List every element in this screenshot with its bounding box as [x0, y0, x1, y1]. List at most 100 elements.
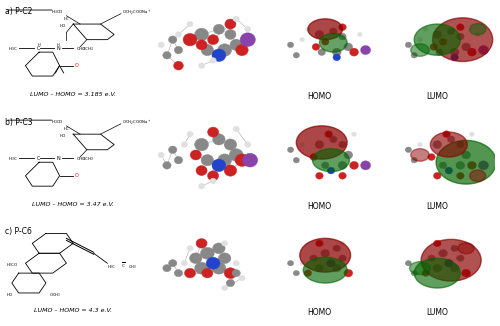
Circle shape: [242, 153, 258, 167]
Circle shape: [405, 260, 411, 266]
Circle shape: [411, 157, 418, 163]
Circle shape: [158, 42, 164, 48]
Circle shape: [196, 166, 207, 176]
Circle shape: [433, 30, 442, 38]
Circle shape: [438, 249, 448, 257]
Circle shape: [174, 61, 184, 70]
Ellipse shape: [470, 170, 486, 182]
Ellipse shape: [458, 243, 474, 254]
Circle shape: [405, 147, 411, 153]
Circle shape: [224, 165, 236, 176]
Circle shape: [315, 30, 324, 38]
Circle shape: [288, 42, 294, 48]
Circle shape: [187, 21, 193, 27]
Circle shape: [200, 247, 214, 259]
Circle shape: [300, 142, 304, 147]
Circle shape: [240, 33, 256, 47]
Circle shape: [451, 54, 458, 61]
Circle shape: [176, 32, 182, 37]
Circle shape: [196, 239, 207, 248]
Circle shape: [325, 131, 332, 138]
Circle shape: [456, 24, 464, 31]
Circle shape: [190, 150, 202, 160]
Circle shape: [233, 260, 239, 266]
Text: HO: HO: [60, 24, 66, 28]
Ellipse shape: [421, 239, 481, 281]
Ellipse shape: [320, 33, 347, 52]
Circle shape: [476, 32, 480, 37]
Circle shape: [422, 270, 430, 276]
Text: N: N: [57, 46, 60, 51]
Circle shape: [436, 49, 444, 55]
Circle shape: [448, 136, 455, 143]
Text: HOMO: HOMO: [308, 202, 332, 211]
Circle shape: [315, 141, 324, 149]
Circle shape: [350, 161, 358, 170]
Ellipse shape: [308, 19, 342, 40]
Text: $\overline{\rm C}$: $\overline{\rm C}$: [121, 262, 126, 270]
Ellipse shape: [414, 24, 461, 55]
Circle shape: [338, 255, 346, 261]
Ellipse shape: [312, 149, 350, 171]
Circle shape: [312, 43, 320, 50]
Text: C: C: [36, 46, 40, 51]
Text: c) P-C6: c) P-C6: [5, 228, 32, 236]
Circle shape: [183, 33, 197, 46]
Circle shape: [360, 45, 370, 55]
Text: $\rm OCH_3$: $\rm OCH_3$: [82, 45, 94, 52]
Text: $\rm OCH_2COONa^+$: $\rm OCH_2COONa^+$: [122, 119, 152, 127]
Ellipse shape: [470, 23, 486, 35]
Circle shape: [315, 264, 324, 272]
Text: $\rm CH_3$: $\rm CH_3$: [128, 263, 137, 271]
Circle shape: [224, 268, 236, 278]
Circle shape: [462, 43, 470, 51]
Text: HC: HC: [64, 127, 70, 131]
Circle shape: [244, 142, 251, 147]
Circle shape: [322, 162, 329, 169]
Circle shape: [439, 38, 447, 45]
Circle shape: [214, 24, 224, 34]
Text: $\rm H_3C$: $\rm H_3C$: [8, 155, 18, 163]
Circle shape: [344, 43, 352, 51]
Circle shape: [444, 259, 454, 267]
Circle shape: [212, 159, 226, 171]
Ellipse shape: [414, 258, 461, 288]
Circle shape: [411, 52, 418, 58]
Text: HO: HO: [60, 134, 66, 138]
Circle shape: [434, 172, 441, 179]
Circle shape: [350, 48, 358, 56]
Circle shape: [230, 39, 242, 51]
Circle shape: [338, 141, 346, 148]
Text: $\rm H_3CO$: $\rm H_3CO$: [50, 9, 64, 16]
Circle shape: [212, 243, 225, 254]
Circle shape: [352, 132, 356, 136]
Circle shape: [450, 48, 459, 56]
Circle shape: [163, 162, 171, 169]
Text: $\rm H_3CO$: $\rm H_3CO$: [50, 119, 64, 126]
Circle shape: [208, 171, 218, 181]
Circle shape: [332, 264, 341, 272]
Circle shape: [239, 275, 245, 281]
Circle shape: [202, 268, 213, 278]
Circle shape: [168, 259, 177, 267]
Circle shape: [201, 44, 213, 56]
Text: LUMO: LUMO: [426, 308, 448, 317]
Circle shape: [318, 49, 326, 55]
Circle shape: [181, 142, 188, 147]
Circle shape: [316, 240, 323, 246]
Circle shape: [433, 141, 442, 149]
Circle shape: [201, 155, 213, 166]
Circle shape: [210, 178, 216, 184]
Text: $\rm OCH_3$: $\rm OCH_3$: [48, 291, 61, 299]
Circle shape: [198, 63, 204, 68]
Circle shape: [338, 161, 347, 170]
Text: $\rm CH_3$: $\rm CH_3$: [76, 45, 86, 52]
Text: H: H: [57, 43, 59, 47]
Text: $\rm OCH_3$: $\rm OCH_3$: [82, 155, 94, 163]
Circle shape: [450, 264, 459, 272]
Circle shape: [462, 269, 470, 277]
Ellipse shape: [436, 141, 496, 184]
Text: LUMO – HOMO = 3.47 e.V.: LUMO – HOMO = 3.47 e.V.: [32, 202, 114, 207]
Text: C: C: [36, 156, 40, 161]
Ellipse shape: [304, 257, 347, 283]
